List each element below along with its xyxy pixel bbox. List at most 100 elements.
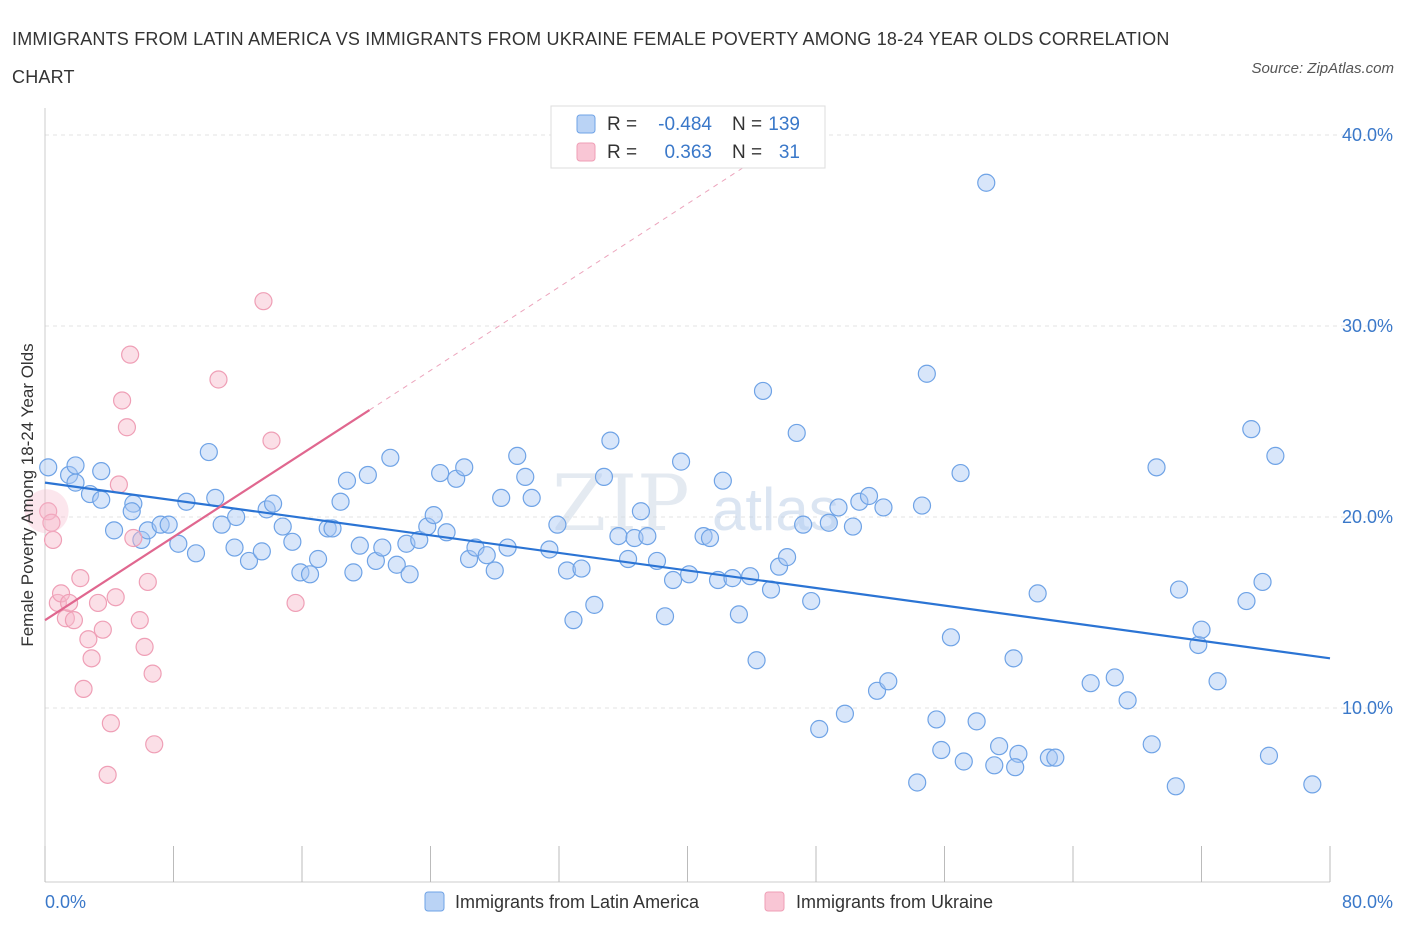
data-point bbox=[874, 498, 893, 517]
data-point bbox=[932, 740, 951, 760]
bottom-legend: Immigrants from Latin America Immigrants… bbox=[424, 891, 993, 912]
data-point bbox=[39, 502, 58, 521]
data-point bbox=[381, 448, 400, 467]
data-point bbox=[358, 465, 377, 485]
data-point bbox=[1039, 748, 1059, 767]
data-point bbox=[169, 534, 188, 553]
data-point bbox=[1004, 649, 1023, 668]
data-point bbox=[1142, 735, 1161, 754]
data-point bbox=[262, 431, 281, 450]
y-tick-label: 20.0% bbox=[1342, 507, 1393, 527]
data-point bbox=[655, 607, 675, 626]
tick-labels: 10.0% 20.0% 30.0% 40.0% 0.0% 80.0% bbox=[45, 125, 1393, 912]
data-point bbox=[431, 463, 450, 483]
data-point bbox=[283, 532, 302, 551]
legend-r-label: R = bbox=[607, 114, 637, 135]
data-point bbox=[540, 540, 559, 559]
data-point bbox=[1118, 691, 1137, 710]
data-point bbox=[410, 530, 429, 550]
legend-frame bbox=[550, 105, 826, 169]
data-point bbox=[1259, 746, 1279, 765]
data-point bbox=[88, 593, 108, 613]
data-point bbox=[122, 502, 141, 521]
data-point bbox=[300, 565, 320, 584]
data-point bbox=[713, 471, 732, 490]
legend-n-label: N = bbox=[732, 142, 762, 163]
data-point bbox=[508, 446, 527, 465]
data-point bbox=[138, 572, 157, 592]
data-point bbox=[24, 489, 69, 534]
data-point bbox=[93, 620, 112, 639]
data-point bbox=[225, 538, 244, 557]
data-point bbox=[985, 756, 1004, 775]
data-point bbox=[777, 548, 797, 567]
data-point bbox=[601, 431, 620, 450]
legend-n-label: N = bbox=[732, 114, 762, 135]
data-point bbox=[1208, 672, 1227, 691]
data-point bbox=[951, 463, 970, 483]
data-point bbox=[585, 595, 604, 614]
data-point bbox=[64, 611, 84, 630]
data-point bbox=[1253, 572, 1272, 592]
watermark-zip: ZIP bbox=[552, 459, 690, 549]
x-tick-label: 0.0% bbox=[45, 892, 86, 912]
data-point bbox=[564, 611, 583, 630]
legend-swatch-ukraine bbox=[576, 142, 596, 162]
data-point bbox=[1266, 446, 1285, 465]
data-point bbox=[1242, 420, 1261, 439]
data-point bbox=[954, 752, 973, 771]
data-point bbox=[609, 526, 628, 546]
data-point bbox=[98, 765, 117, 784]
data-point bbox=[908, 773, 927, 792]
data-point bbox=[239, 551, 259, 571]
data-point bbox=[109, 475, 128, 494]
data-point bbox=[548, 515, 567, 534]
axes bbox=[44, 108, 1331, 883]
watermark-atlas: atlas bbox=[712, 476, 839, 543]
data-point bbox=[1192, 620, 1211, 639]
data-point bbox=[492, 488, 511, 507]
data-point bbox=[373, 538, 392, 557]
data-point bbox=[263, 494, 283, 513]
data-point bbox=[74, 679, 93, 699]
x-tick-label: 80.0% bbox=[1342, 892, 1393, 912]
data-point bbox=[227, 507, 246, 527]
data-point bbox=[967, 712, 986, 731]
data-point bbox=[819, 513, 838, 532]
data-point bbox=[485, 561, 504, 580]
data-point bbox=[337, 471, 357, 490]
data-point bbox=[829, 498, 848, 517]
legend-n-value-ukraine: 31 bbox=[779, 142, 800, 163]
data-point bbox=[59, 465, 79, 485]
data-point bbox=[1169, 580, 1189, 599]
data-point bbox=[729, 605, 749, 624]
data-point bbox=[66, 456, 85, 475]
data-point bbox=[477, 546, 496, 565]
data-point bbox=[92, 490, 111, 509]
data-point bbox=[802, 591, 821, 611]
data-point bbox=[79, 630, 98, 649]
data-point bbox=[990, 737, 1009, 756]
legend-r-value-ukraine: 0.363 bbox=[664, 142, 712, 163]
data-point bbox=[977, 173, 996, 192]
data-point bbox=[1046, 748, 1065, 767]
data-point bbox=[787, 423, 806, 443]
source-label: Source: ZipAtlas.com bbox=[1251, 60, 1394, 77]
data-point bbox=[741, 567, 760, 586]
legend-r-value-latin-america: -0.484 bbox=[658, 114, 712, 135]
data-point bbox=[135, 637, 154, 656]
legend-swatch-latin-america bbox=[576, 114, 596, 134]
trend-lines bbox=[44, 146, 1331, 660]
data-point bbox=[941, 628, 961, 647]
data-point bbox=[1028, 584, 1047, 603]
data-point bbox=[400, 565, 419, 584]
data-point bbox=[106, 588, 125, 607]
data-point bbox=[199, 442, 218, 462]
trend-line-ukraine bbox=[44, 409, 371, 622]
data-point bbox=[859, 486, 879, 506]
data-point bbox=[101, 714, 120, 733]
legend-n-value-latin-america: 139 bbox=[768, 114, 800, 135]
data-point bbox=[843, 517, 863, 536]
data-point bbox=[594, 467, 614, 486]
data-point bbox=[254, 292, 273, 311]
